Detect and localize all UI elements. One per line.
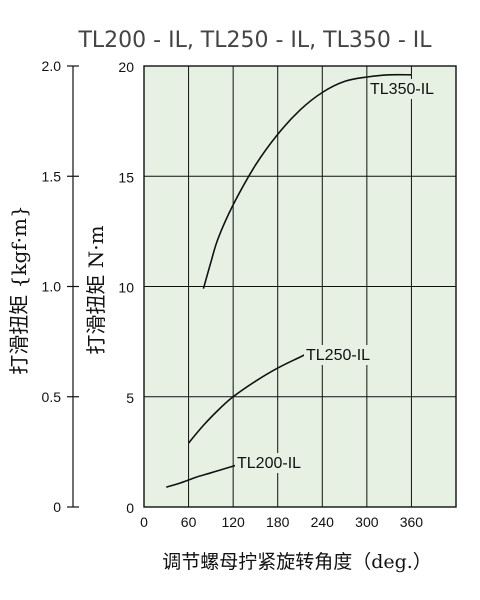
- series-line-tl200-il: [166, 463, 241, 488]
- series-label-bg: [235, 453, 317, 473]
- y-tick-label-kgf: 0.5: [42, 389, 62, 405]
- y-axis-label-kgf: 打滑扭矩 {kgf·m}: [7, 205, 31, 374]
- x-tick-label: 180: [266, 514, 290, 530]
- y-tick-label-kgf: 1.0: [42, 279, 62, 295]
- x-tick-label: 240: [311, 514, 335, 530]
- y-tick-label-kgf: 2.0: [42, 58, 62, 74]
- y-tick-label-nm: 10: [118, 280, 134, 296]
- x-tick-label: 0: [140, 514, 148, 530]
- series-line-tl350-il: [202, 73, 412, 289]
- series-labels: TL350-IL TL250-IL TL200-IL: [235, 79, 450, 473]
- series-label-bg: [368, 79, 450, 99]
- y-tick-label-nm: 0: [126, 500, 134, 516]
- series-label-tl250-il: TL250-IL: [306, 347, 370, 364]
- tick-labels: 0 60 120 180 240 300 360 0 5 10 15 20 0 0.5 1.0 1.5 2.0: [42, 58, 424, 530]
- series-label-tl200-il: TL200-IL: [237, 455, 301, 472]
- series-label-tl350-il: TL350-IL: [370, 81, 434, 98]
- y-tick-label-nm: 20: [118, 59, 134, 75]
- series-label-bg: [304, 345, 386, 365]
- y-tick-label-nm: 15: [118, 169, 134, 185]
- chart-title: TL200 - IL, TL250 - IL, TL350 - IL: [77, 28, 432, 53]
- grid: [144, 66, 456, 507]
- x-tick-label: 360: [400, 514, 424, 530]
- x-tick-label: 120: [221, 514, 245, 530]
- y-tick-label-nm: 5: [126, 390, 134, 406]
- kgf-axis: [67, 65, 79, 508]
- y-axis-label-nm: 打滑扭矩 N·m: [84, 225, 108, 354]
- series-line-tl250-il: [187, 345, 323, 444]
- x-tick-label: 300: [355, 514, 379, 530]
- x-tick-label: 60: [181, 514, 197, 530]
- y-tick-label-kgf: 1.5: [42, 168, 62, 184]
- y-tick-label-kgf: 0: [53, 499, 61, 515]
- series-lines: [166, 73, 412, 488]
- x-axis-label: 调节螺母拧紧旋转角度（deg.）: [162, 551, 432, 573]
